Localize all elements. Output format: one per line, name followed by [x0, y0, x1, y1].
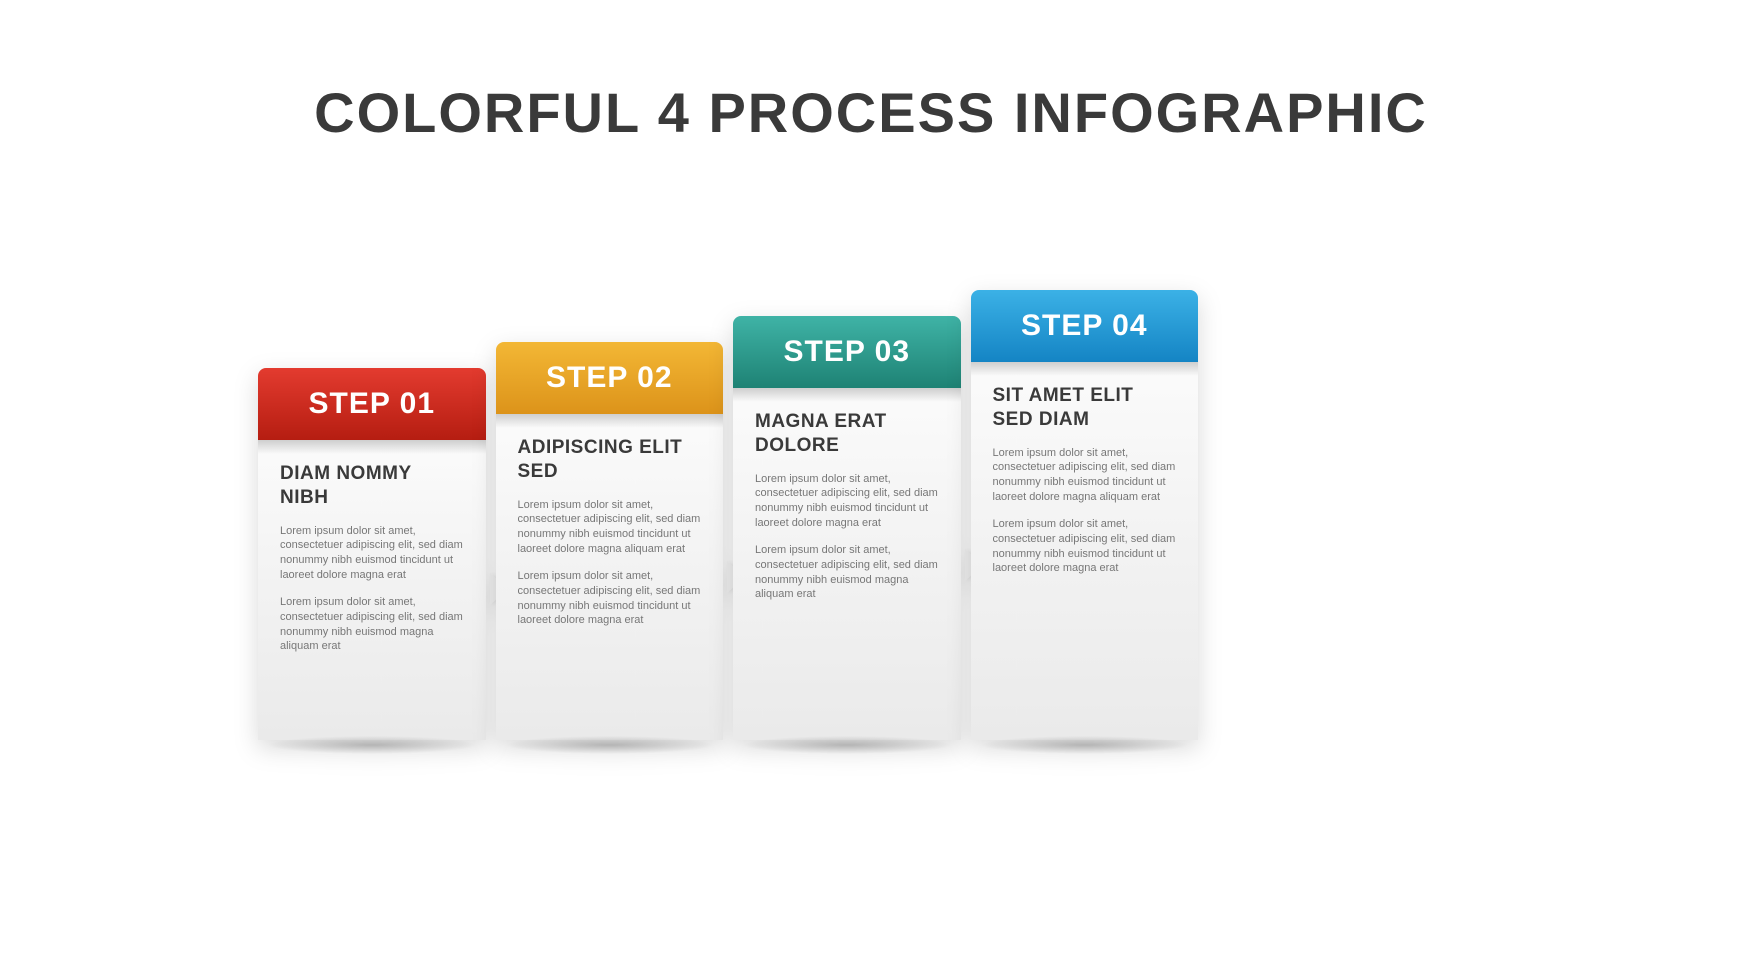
card-shadow [506, 736, 714, 754]
step-body-1: DIAM NOMMY NIBH Lorem ipsum dolor sit ame… [258, 440, 486, 740]
step-body-3: MAGNA ERAT DOLORE Lorem ipsum dolor sit a… [733, 388, 961, 740]
step-header-2: STEP 02 [496, 342, 724, 414]
step-body-2: ADIPISCING ELIT SED Lorem ipsum dolor sit… [496, 414, 724, 740]
step-card-4: STEP 04 SIT AMET ELIT SED DIAM Lorem ipsum… [971, 290, 1199, 740]
step-card-3: STEP 03 MAGNA ERAT DOLORE Lorem ipsum dolo… [733, 316, 961, 740]
step-body-4: SIT AMET ELIT SED DIAM Lorem ipsum dolor … [971, 362, 1199, 740]
step-paragraph: Lorem ipsum dolor sit amet, consectetuer… [518, 569, 702, 628]
step-header-1: STEP 01 [258, 368, 486, 440]
page-title: COLORFUL 4 PROCESS INFOGRAPHIC [314, 80, 1428, 145]
step-paragraph: Lorem ipsum dolor sit amet, consectetuer… [993, 517, 1177, 576]
card-shadow [268, 736, 476, 754]
step-header-4: STEP 04 [971, 290, 1199, 362]
step-card-2: STEP 02 ADIPISCING ELIT SED Lorem ipsum do… [496, 342, 724, 740]
step-subtitle: MAGNA ERAT DOLORE [755, 410, 939, 458]
step-paragraph: Lorem ipsum dolor sit amet, consectetuer… [755, 543, 939, 602]
step-subtitle: ADIPISCING ELIT SED [518, 436, 702, 484]
step-paragraph: Lorem ipsum dolor sit amet, consectetuer… [993, 446, 1177, 505]
step-paragraph: Lorem ipsum dolor sit amet, consectetuer… [518, 498, 702, 557]
step-paragraph: Lorem ipsum dolor sit amet, consectetuer… [755, 472, 939, 531]
step-label: STEP 03 [783, 335, 910, 369]
step-header-3: STEP 03 [733, 316, 961, 388]
step-label: STEP 04 [1021, 309, 1148, 343]
step-paragraph: Lorem ipsum dolor sit amet, consectetuer… [280, 595, 464, 654]
step-paragraph: Lorem ipsum dolor sit amet, consectetuer… [280, 524, 464, 583]
card-shadow [743, 736, 951, 754]
step-card-1: STEP 01 DIAM NOMMY NIBH Lorem ipsum dolor … [258, 368, 486, 740]
step-subtitle: SIT AMET ELIT SED DIAM [993, 384, 1177, 432]
step-label: STEP 02 [546, 361, 673, 395]
step-label: STEP 01 [308, 387, 435, 421]
steps-container: STEP 01 DIAM NOMMY NIBH Lorem ipsum dolor … [258, 290, 1198, 740]
step-subtitle: DIAM NOMMY NIBH [280, 462, 464, 510]
card-shadow [981, 736, 1189, 754]
